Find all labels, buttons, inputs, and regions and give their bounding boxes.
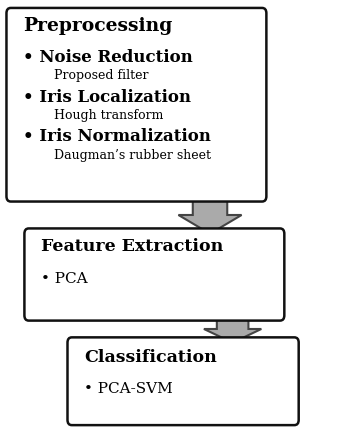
FancyBboxPatch shape <box>67 337 299 425</box>
Text: Hough transform: Hough transform <box>38 109 163 122</box>
Text: • PCA: • PCA <box>41 272 88 286</box>
Polygon shape <box>204 315 261 343</box>
Text: Feature Extraction: Feature Extraction <box>41 239 224 255</box>
Text: Classification: Classification <box>84 349 217 366</box>
Text: Proposed filter: Proposed filter <box>38 69 148 82</box>
Text: Daugman’s rubber sheet: Daugman’s rubber sheet <box>38 149 211 162</box>
FancyBboxPatch shape <box>24 228 284 321</box>
Text: • Noise Reduction: • Noise Reduction <box>23 49 193 66</box>
Text: Preprocessing: Preprocessing <box>23 18 173 35</box>
Text: • PCA-SVM: • PCA-SVM <box>84 382 173 396</box>
Polygon shape <box>178 196 242 234</box>
FancyBboxPatch shape <box>6 8 266 202</box>
Text: • Iris Localization: • Iris Localization <box>23 89 191 105</box>
Text: • Iris Normalization: • Iris Normalization <box>23 128 211 145</box>
